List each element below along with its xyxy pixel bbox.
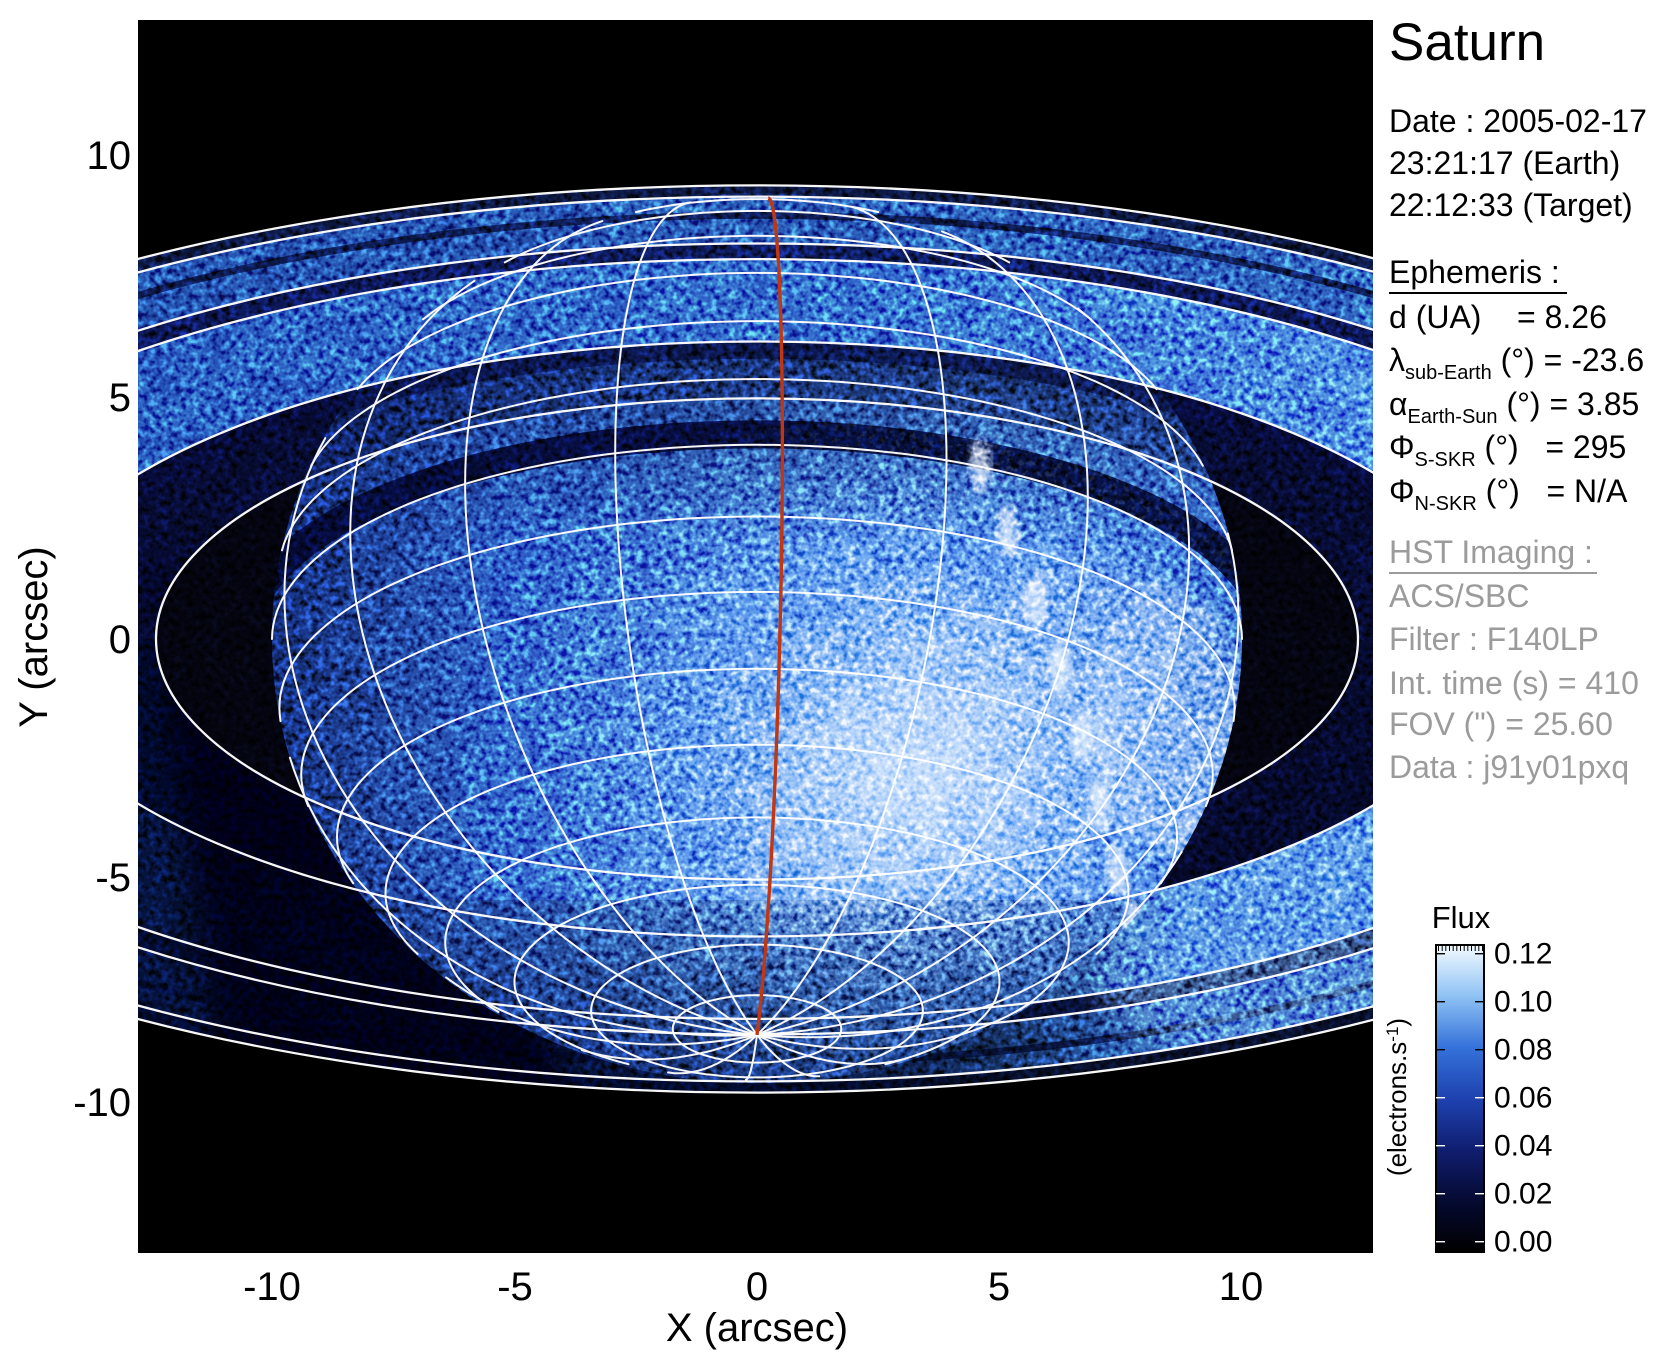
- svg-text:Saturn: Saturn: [1389, 13, 1545, 72]
- svg-text:0.00: 0.00: [1494, 1226, 1552, 1259]
- svg-text:Ephemeris :: Ephemeris :: [1389, 254, 1560, 290]
- svg-text:(electrons.s-1): (electrons.s-1): [1382, 1018, 1412, 1176]
- svg-text:ΦS-SKR (°) = 295: ΦS-SKR (°) = 295: [1389, 429, 1626, 471]
- svg-text:0.02: 0.02: [1494, 1178, 1552, 1211]
- svg-text:FOV (") = 25.60: FOV (") = 25.60: [1389, 706, 1613, 742]
- svg-text:X (arcsec): X (arcsec): [666, 1306, 848, 1350]
- svg-text:-5: -5: [497, 1265, 533, 1309]
- svg-text:5: 5: [109, 376, 131, 420]
- svg-text:10: 10: [87, 134, 132, 178]
- svg-text:ΦN-SKR (°) = N/A: ΦN-SKR (°) = N/A: [1389, 473, 1628, 515]
- svg-text:Data : j91y01pxq: Data : j91y01pxq: [1389, 749, 1629, 785]
- svg-text:5: 5: [988, 1265, 1010, 1309]
- svg-text:Flux: Flux: [1432, 900, 1491, 935]
- svg-text:0: 0: [109, 618, 131, 662]
- svg-text:Date : 2005-02-17: Date : 2005-02-17: [1389, 103, 1647, 139]
- svg-text:ACS/SBC: ACS/SBC: [1389, 578, 1529, 614]
- svg-text:0.06: 0.06: [1494, 1082, 1552, 1115]
- svg-text:0.08: 0.08: [1494, 1034, 1552, 1067]
- svg-text:-10: -10: [243, 1265, 301, 1309]
- svg-text:0.10: 0.10: [1494, 986, 1552, 1019]
- svg-text:Int. time (s) = 410: Int. time (s) = 410: [1389, 665, 1639, 701]
- svg-text:22:12:33 (Target): 22:12:33 (Target): [1389, 187, 1633, 223]
- svg-text:0: 0: [746, 1265, 768, 1309]
- svg-text:10: 10: [1219, 1265, 1264, 1309]
- svg-text:0.12: 0.12: [1494, 938, 1552, 971]
- svg-text:Filter : F140LP: Filter : F140LP: [1389, 621, 1599, 657]
- svg-text:-5: -5: [95, 856, 131, 900]
- svg-text:HST Imaging :: HST Imaging :: [1389, 534, 1593, 570]
- svg-text:d (UA) = 8.26: d (UA) = 8.26: [1389, 299, 1607, 335]
- svg-text:23:21:17 (Earth): 23:21:17 (Earth): [1389, 145, 1620, 181]
- svg-text:-10: -10: [73, 1081, 131, 1125]
- svg-text:Y (arcsec): Y (arcsec): [12, 546, 56, 728]
- svg-text:0.04: 0.04: [1494, 1130, 1552, 1163]
